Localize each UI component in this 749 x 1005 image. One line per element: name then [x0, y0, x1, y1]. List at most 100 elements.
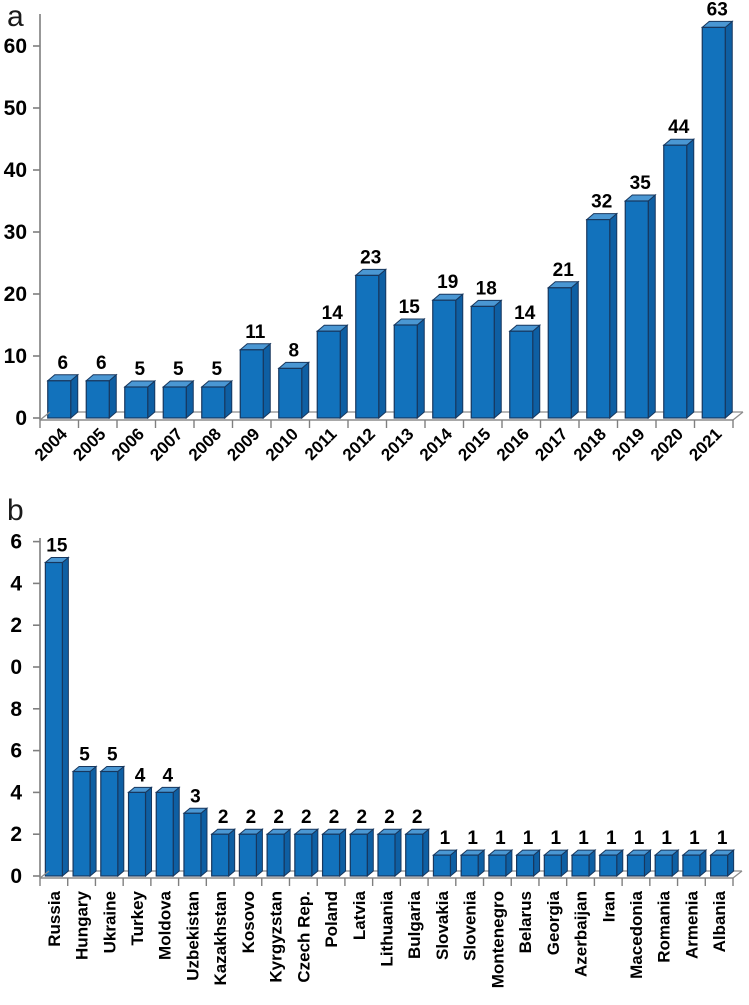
- bar: [210, 828, 237, 878]
- bar: [681, 849, 708, 878]
- bar-side-face: [366, 828, 374, 878]
- bar-side-face: [339, 324, 348, 420]
- bar: [265, 828, 292, 878]
- bar: [127, 786, 153, 878]
- x-tick-label: Albania: [710, 890, 729, 952]
- bar-side-face: [283, 828, 291, 878]
- bar-value-label: 6: [57, 353, 68, 374]
- panel-a-label: a: [7, 0, 24, 33]
- bar-front-face: [183, 812, 202, 877]
- x-tick-label: 2020: [647, 424, 687, 464]
- bar: [653, 849, 680, 878]
- bar-value-label: 1: [689, 828, 700, 849]
- floor-right-corner: [732, 870, 743, 879]
- bar: [123, 379, 157, 420]
- y-tick-label: 4: [10, 781, 22, 804]
- bar-front-face: [654, 854, 673, 877]
- bar-front-face: [127, 791, 147, 877]
- y-tick-label: 0: [10, 865, 22, 888]
- bar: [700, 20, 734, 420]
- bar-value-label: 1: [551, 828, 562, 849]
- bar-side-face: [108, 373, 117, 420]
- bar: [546, 280, 580, 420]
- x-tick-label: 2005: [69, 424, 109, 464]
- x-tick-label: Lithuania: [378, 890, 397, 966]
- x-tick-label: 2009: [223, 424, 263, 464]
- bar-value-label: 1: [578, 828, 589, 849]
- x-tick-label: 2012: [339, 424, 379, 464]
- bar: [238, 342, 272, 420]
- bar: [376, 828, 403, 878]
- bar-side-face: [61, 556, 69, 878]
- bar-side-face: [89, 765, 97, 878]
- x-tick-label: 2011: [301, 424, 341, 464]
- bar: [238, 828, 264, 878]
- y-tick-label: 0: [10, 656, 22, 679]
- x-tick-label: Montenegro: [488, 891, 507, 988]
- bar: [315, 324, 349, 420]
- bar-front-face: [626, 854, 646, 877]
- bar-value-label: 19: [437, 272, 458, 293]
- bar-front-face: [393, 324, 418, 419]
- y-tick-label: 20: [4, 283, 27, 306]
- bar-side-face: [145, 786, 153, 878]
- bar-front-face: [294, 833, 313, 877]
- bar-front-face: [47, 380, 72, 419]
- bar-value-label: 11: [245, 322, 266, 343]
- bar-front-face: [162, 386, 187, 419]
- x-tick-label: Poland: [322, 891, 341, 948]
- panel-b-label: b: [7, 494, 24, 527]
- bar-front-face: [701, 26, 726, 419]
- bar-front-face: [515, 854, 535, 877]
- bar-front-face: [543, 854, 562, 877]
- bar-value-label: 2: [384, 807, 395, 828]
- bar-side-face: [609, 212, 618, 420]
- bar-value-label: 1: [661, 828, 672, 849]
- bar-side-face: [394, 828, 402, 878]
- bar: [161, 379, 195, 420]
- bar: [598, 849, 625, 878]
- bar: [46, 373, 80, 420]
- floor-right-corner: [732, 411, 744, 421]
- bar-side-face: [117, 765, 125, 878]
- x-tick-label: Georgia: [544, 890, 563, 955]
- bar-front-face: [44, 561, 63, 877]
- bar-value-label: 23: [360, 247, 381, 268]
- x-tick-label: Uzbekistan: [183, 891, 202, 981]
- bar-side-face: [311, 828, 319, 878]
- bar-value-label: 18: [476, 278, 497, 299]
- bar-front-face: [599, 854, 618, 877]
- bar-front-face: [355, 274, 380, 419]
- x-tick-label: 2015: [454, 424, 494, 464]
- bar-side-face: [301, 361, 310, 420]
- bar-side-face: [686, 138, 695, 420]
- bar-side-face: [339, 828, 347, 878]
- bar-value-label: 21: [553, 260, 575, 281]
- bar: [570, 849, 597, 878]
- bar: [154, 786, 181, 878]
- bar-front-face: [278, 367, 303, 419]
- bar-side-face: [422, 828, 430, 878]
- bar-value-label: 3: [190, 786, 201, 807]
- y-tick-label: 8: [10, 698, 22, 721]
- bar-value-label: 1: [440, 828, 451, 849]
- bar: [459, 849, 486, 878]
- bar-front-face: [710, 854, 729, 877]
- bar-front-face: [201, 386, 226, 419]
- bar-side-face: [493, 299, 502, 420]
- x-tick-label: Latvia: [350, 890, 369, 940]
- bar: [71, 765, 98, 878]
- bar-value-label: 2: [218, 807, 229, 828]
- bar-side-face: [378, 268, 387, 420]
- y-tick-label: 60: [4, 35, 27, 58]
- bar: [623, 193, 657, 420]
- x-tick-label: 2006: [108, 424, 148, 464]
- bar-value-label: 2: [356, 807, 367, 828]
- bar-front-face: [349, 833, 368, 877]
- bar-value-label: 63: [707, 0, 728, 20]
- y-tick-label: 2: [10, 823, 22, 846]
- bar-value-label: 2: [301, 807, 312, 828]
- x-tick-label: Moldova: [156, 890, 175, 959]
- bar: [354, 268, 388, 420]
